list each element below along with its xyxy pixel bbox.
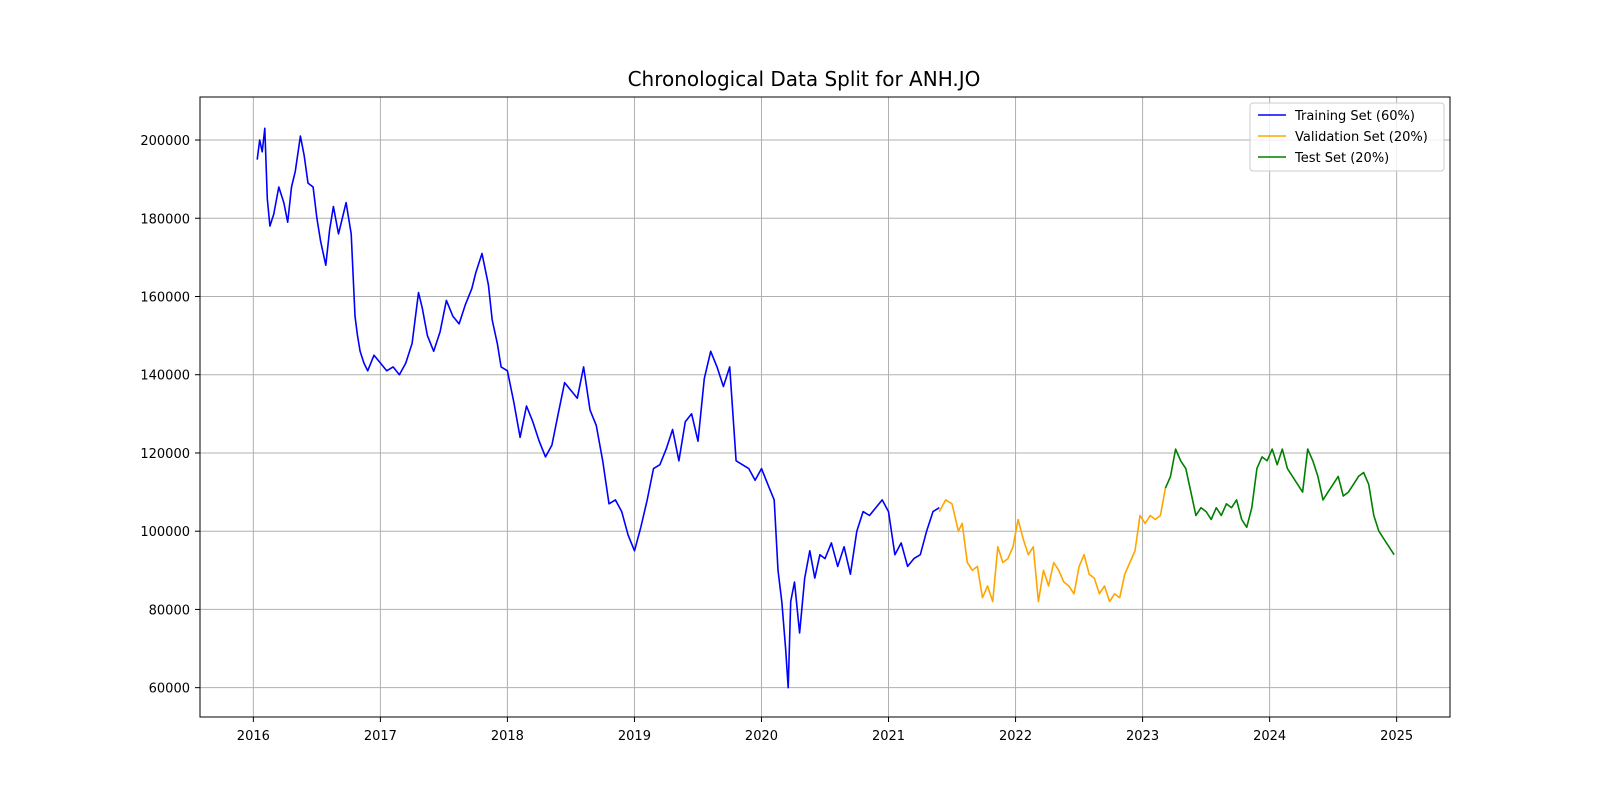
x-tick-label: 2021 (872, 729, 905, 744)
grid (200, 97, 1450, 717)
legend-label: Test Set (20%) (1294, 151, 1389, 166)
series-line-1 (938, 488, 1167, 603)
x-tick-label: 2020 (745, 729, 778, 744)
y-tick-label: 160000 (140, 290, 190, 305)
x-tick-label: 2016 (237, 729, 270, 744)
series-line-0 (256, 127, 940, 689)
y-axis: 60000 80000 100000 120000 140000 160000 180000… (140, 134, 200, 697)
y-tick-label: 120000 (140, 447, 190, 462)
series-line-2 (1164, 448, 1395, 556)
x-tick-label: 2025 (1380, 729, 1413, 744)
y-tick-label: 200000 (140, 134, 190, 149)
legend: Training Set (60%) Validation Set (20%) Te… (1249, 102, 1445, 172)
x-tick-label: 2018 (491, 729, 524, 744)
series-group (256, 127, 1395, 689)
chart-title: Chronological Data Split for ANH.JO (628, 67, 981, 91)
x-tick-label: 2024 (1253, 729, 1286, 744)
legend-label: Training Set (60%) (1294, 109, 1415, 124)
legend-box (1249, 102, 1445, 172)
legend-label: Validation Set (20%) (1295, 130, 1428, 145)
plot-frame (199, 96, 1451, 718)
x-tick-label: 2019 (618, 729, 651, 744)
y-tick-label: 80000 (149, 603, 190, 618)
x-tick-label: 2022 (999, 729, 1032, 744)
y-tick-label: 60000 (149, 682, 190, 697)
y-tick-label: 180000 (140, 212, 190, 227)
x-axis: 2016 2017 2018 2019 2020 2021 2022 2023 2024 2025 (237, 717, 1413, 744)
y-tick-label: 140000 (140, 369, 190, 384)
y-tick-label: 100000 (140, 525, 190, 540)
x-tick-label: 2023 (1126, 729, 1159, 744)
x-tick-label: 2017 (364, 729, 397, 744)
